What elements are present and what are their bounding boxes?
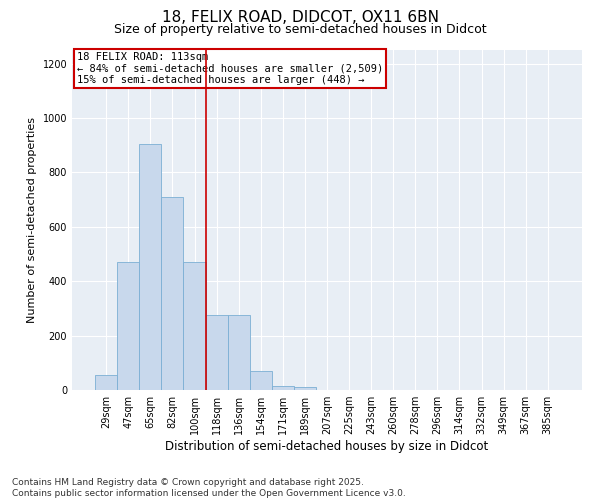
Bar <box>294 388 316 390</box>
Text: Size of property relative to semi-detached houses in Didcot: Size of property relative to semi-detach… <box>113 22 487 36</box>
Text: 18 FELIX ROAD: 113sqm
← 84% of semi-detached houses are smaller (2,509)
15% of s: 18 FELIX ROAD: 113sqm ← 84% of semi-deta… <box>77 52 383 85</box>
Bar <box>272 386 294 390</box>
Bar <box>139 144 161 390</box>
Text: 18, FELIX ROAD, DIDCOT, OX11 6BN: 18, FELIX ROAD, DIDCOT, OX11 6BN <box>161 10 439 25</box>
Bar <box>206 315 227 390</box>
Bar <box>161 197 184 390</box>
Bar <box>227 315 250 390</box>
Y-axis label: Number of semi-detached properties: Number of semi-detached properties <box>27 117 37 323</box>
Bar <box>95 375 117 390</box>
Bar <box>250 371 272 390</box>
Text: Contains HM Land Registry data © Crown copyright and database right 2025.
Contai: Contains HM Land Registry data © Crown c… <box>12 478 406 498</box>
Bar <box>117 262 139 390</box>
X-axis label: Distribution of semi-detached houses by size in Didcot: Distribution of semi-detached houses by … <box>166 440 488 453</box>
Bar <box>184 262 206 390</box>
